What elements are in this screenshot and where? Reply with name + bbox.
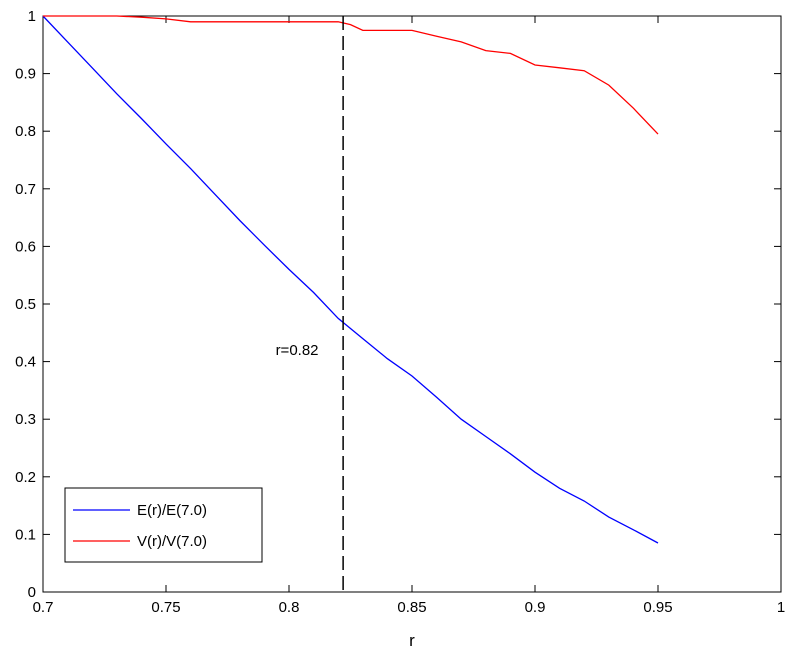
legend-entry-label: E(r)/E(7.0): [137, 502, 207, 519]
series-line-volume-ratio: [43, 15, 659, 135]
legend-box: [64, 487, 263, 563]
x-tick-label: 0.7: [33, 599, 54, 616]
x-tick-label: 1: [777, 599, 785, 616]
y-tick-label: 0: [28, 584, 36, 601]
y-tick-label: 0.7: [15, 181, 36, 198]
legend-entry-label: V(r)/V(7.0): [137, 533, 207, 550]
annotation-label: r=0.82: [276, 342, 319, 359]
y-tick-label: 0.3: [15, 411, 36, 428]
x-tick-label: 0.95: [643, 599, 672, 616]
y-tick-label: 1: [28, 8, 36, 25]
y-tick-label: 0.9: [15, 66, 36, 83]
y-tick-label: 0.4: [15, 354, 36, 371]
y-tick-label: 0.1: [15, 526, 36, 543]
x-tick-label: 0.9: [525, 599, 546, 616]
y-tick-label: 0.5: [15, 296, 36, 313]
y-tick-label: 0.6: [15, 238, 36, 255]
x-tick-label: 0.8: [279, 599, 300, 616]
x-tick-label: 0.75: [151, 599, 180, 616]
x-tick-label: 0.85: [397, 599, 426, 616]
y-tick-label: 0.2: [15, 469, 36, 486]
y-tick-label: 0.8: [15, 123, 36, 140]
series-line-energy-ratio: [42, 15, 659, 544]
x-axis-label: r: [409, 631, 415, 650]
plot-area: 0.7 0.75 0.8 0.85 0.9 0.95 1 0 0.1 0.2 0.3 0.4 0.5 0.…: [15, 8, 785, 650]
